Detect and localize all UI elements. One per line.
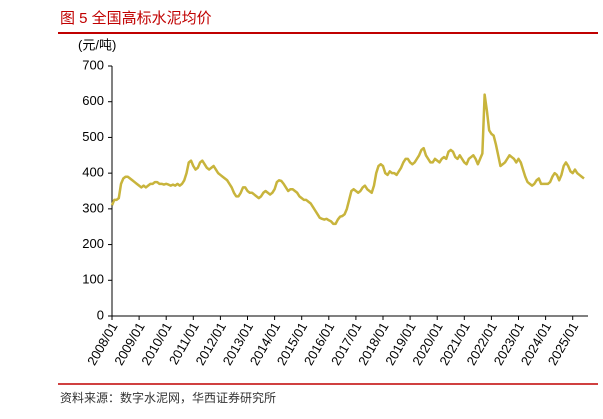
y-tick-label: 100	[82, 272, 104, 287]
y-tick-label: 200	[82, 236, 104, 251]
unit-label: (元/吨)	[78, 37, 116, 52]
y-tick-label: 600	[82, 93, 104, 108]
source-note: 资料来源：数字水泥网，华西证券研究所	[60, 390, 276, 405]
chart-title: 图 5 全国高标水泥均价	[60, 9, 212, 27]
y-tick-label: 0	[97, 307, 104, 322]
y-tick-label: 400	[82, 165, 104, 180]
price-line	[110, 93, 585, 226]
y-tick-label: 300	[82, 200, 104, 215]
y-tick-label: 700	[82, 57, 104, 72]
y-tick-label: 500	[82, 129, 104, 144]
